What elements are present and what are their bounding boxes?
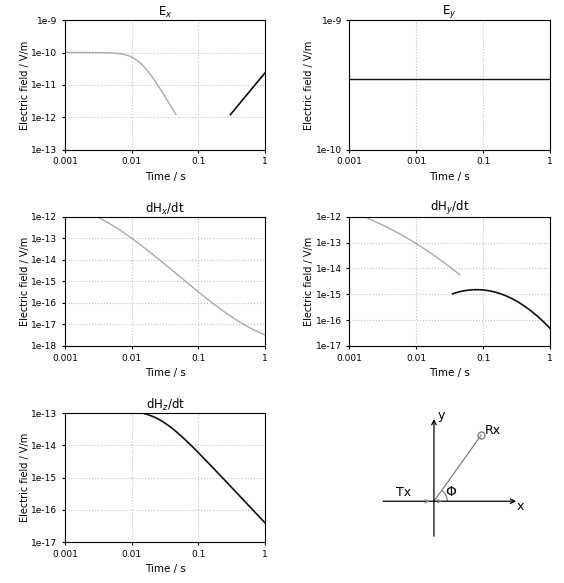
Title: E$_x$: E$_x$	[158, 5, 173, 20]
X-axis label: Time / s: Time / s	[144, 564, 186, 574]
Y-axis label: Electric field / V/m: Electric field / V/m	[20, 237, 30, 326]
X-axis label: Time / s: Time / s	[144, 172, 186, 182]
Title: dH$_z$/dt: dH$_z$/dt	[146, 397, 184, 413]
Title: dH$_x$/dt: dH$_x$/dt	[146, 201, 185, 217]
Text: y: y	[438, 409, 445, 422]
X-axis label: Time / s: Time / s	[429, 368, 470, 378]
Title: E$_y$: E$_y$	[442, 3, 457, 20]
Text: Tx: Tx	[396, 486, 412, 498]
Text: Rx: Rx	[485, 424, 501, 437]
Text: x: x	[517, 500, 525, 514]
Title: dH$_y$/dt: dH$_y$/dt	[430, 199, 469, 217]
X-axis label: Time / s: Time / s	[144, 368, 186, 378]
Y-axis label: Electric field / V/m: Electric field / V/m	[305, 237, 314, 326]
Y-axis label: Electric field / V/m: Electric field / V/m	[20, 40, 30, 129]
Y-axis label: Electric field / V/m: Electric field / V/m	[305, 40, 314, 129]
Y-axis label: Electric field / V/m: Electric field / V/m	[20, 433, 30, 522]
Text: Φ: Φ	[445, 484, 456, 498]
X-axis label: Time / s: Time / s	[429, 172, 470, 182]
